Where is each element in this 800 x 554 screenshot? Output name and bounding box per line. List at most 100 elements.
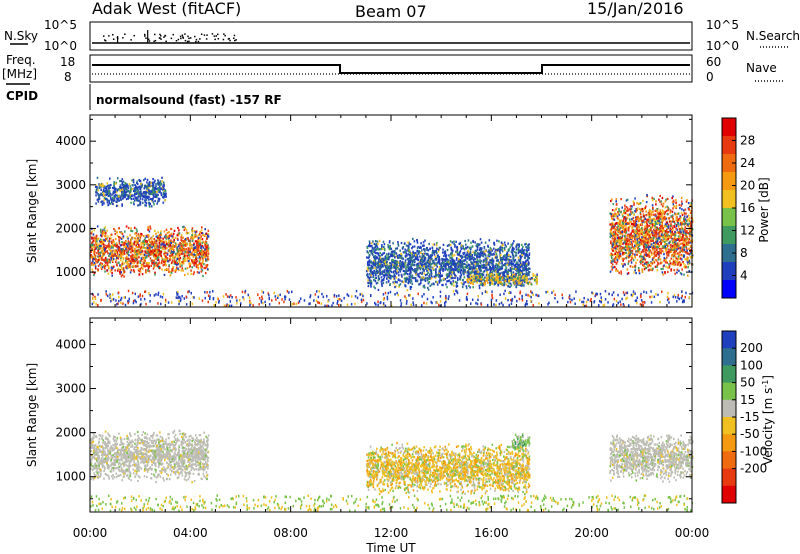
echo-cell xyxy=(464,239,466,243)
echo-cell xyxy=(396,254,399,258)
echo-cell xyxy=(184,239,186,242)
echo-cell xyxy=(517,271,519,274)
echo-cell xyxy=(513,247,515,250)
echo-cell xyxy=(162,191,165,194)
echo-cell xyxy=(181,252,183,255)
echo-cell xyxy=(367,275,369,278)
echo-cell xyxy=(149,227,152,230)
echo-cell xyxy=(104,235,107,238)
echo-cell xyxy=(133,203,135,206)
scatter-cell xyxy=(225,304,227,307)
scatter-cell xyxy=(100,298,102,302)
scatter-cell xyxy=(476,302,479,306)
echo-cell xyxy=(379,264,382,267)
scatter-cell xyxy=(317,301,319,304)
scatter-cell xyxy=(236,299,238,302)
echo-cell xyxy=(189,240,192,243)
scatter-cell xyxy=(412,301,414,304)
echo-cell xyxy=(420,266,422,269)
echo-cell xyxy=(484,257,487,260)
echo-cell xyxy=(145,264,148,267)
echo-cell xyxy=(369,242,371,245)
echo-cell xyxy=(192,247,194,250)
echo-cell xyxy=(104,264,107,267)
scatter-cell xyxy=(643,301,645,304)
scatter-cell xyxy=(261,297,264,301)
echo-cell xyxy=(463,251,466,254)
echo-cell xyxy=(127,190,130,193)
echo-cell xyxy=(465,285,468,288)
echo-cell xyxy=(415,270,418,274)
echo-cell xyxy=(443,265,446,268)
scatter-cell xyxy=(127,289,130,293)
echo-cell xyxy=(148,205,151,208)
echo-cell xyxy=(102,258,105,261)
echo-cell xyxy=(141,198,144,201)
echo-cell xyxy=(143,191,145,194)
echo-cell xyxy=(523,284,525,287)
scatter-cell xyxy=(248,296,251,299)
echo-cell xyxy=(409,243,412,246)
echo-cell xyxy=(383,246,385,249)
echo-cell xyxy=(409,287,412,290)
echo-cell xyxy=(498,265,500,268)
echo-cell xyxy=(105,238,107,241)
scatter-cell xyxy=(206,291,208,294)
echo-cell xyxy=(397,244,400,247)
echo-cell xyxy=(97,255,99,258)
echo-cell xyxy=(377,275,380,278)
echo-cell xyxy=(510,259,512,262)
echo-cell xyxy=(150,250,152,253)
echo-cell xyxy=(174,252,177,255)
scatter-cell xyxy=(503,292,505,296)
echo-cell xyxy=(380,262,382,265)
echo-cell xyxy=(465,287,468,290)
echo-cell xyxy=(90,245,92,248)
scatter-cell xyxy=(511,297,514,301)
echo-cell xyxy=(175,259,178,262)
echo-cell xyxy=(449,256,451,259)
echo-cell xyxy=(455,250,457,253)
echo-cell xyxy=(400,254,403,257)
echo-cell xyxy=(121,250,124,253)
scatter-cell xyxy=(666,298,669,302)
echo-cell xyxy=(381,263,383,267)
echo-cell xyxy=(426,252,428,255)
scatter-cell xyxy=(630,293,633,297)
scatter-cell xyxy=(567,300,569,304)
freq-tick-bottom: 8 xyxy=(64,70,72,84)
echo-cell xyxy=(154,179,156,182)
scatter-cell xyxy=(394,293,396,296)
echo-cell xyxy=(176,237,179,240)
echo-cell xyxy=(395,262,397,265)
echo-cell xyxy=(125,225,128,228)
echo-cell xyxy=(99,254,102,258)
echo-cell xyxy=(147,242,149,246)
echo-cell xyxy=(96,244,99,247)
echo-cell xyxy=(111,271,113,274)
echo-cell xyxy=(518,243,520,246)
echo-cell xyxy=(110,266,113,269)
echo-cell xyxy=(140,245,143,248)
echo-cell xyxy=(133,237,136,240)
echo-cell xyxy=(190,236,192,239)
echo-cell xyxy=(125,198,128,201)
echo-cell xyxy=(499,266,501,269)
echo-cell xyxy=(132,178,135,182)
echo-cell xyxy=(386,273,388,276)
scatter-cell xyxy=(607,301,609,304)
echo-cell xyxy=(506,252,508,256)
echo-cell xyxy=(411,274,414,277)
echo-cell xyxy=(491,249,494,252)
echo-cell xyxy=(387,265,389,268)
echo-cell xyxy=(130,241,133,244)
echo-cell xyxy=(148,265,151,268)
echo-cell xyxy=(145,196,147,199)
echo-cell xyxy=(488,249,490,252)
echo-cell xyxy=(194,249,197,252)
scatter-cell xyxy=(650,301,653,304)
echo-cell xyxy=(174,236,177,239)
echo-cell xyxy=(145,262,148,265)
echo-cell xyxy=(468,254,470,257)
echo-cell xyxy=(374,260,377,263)
